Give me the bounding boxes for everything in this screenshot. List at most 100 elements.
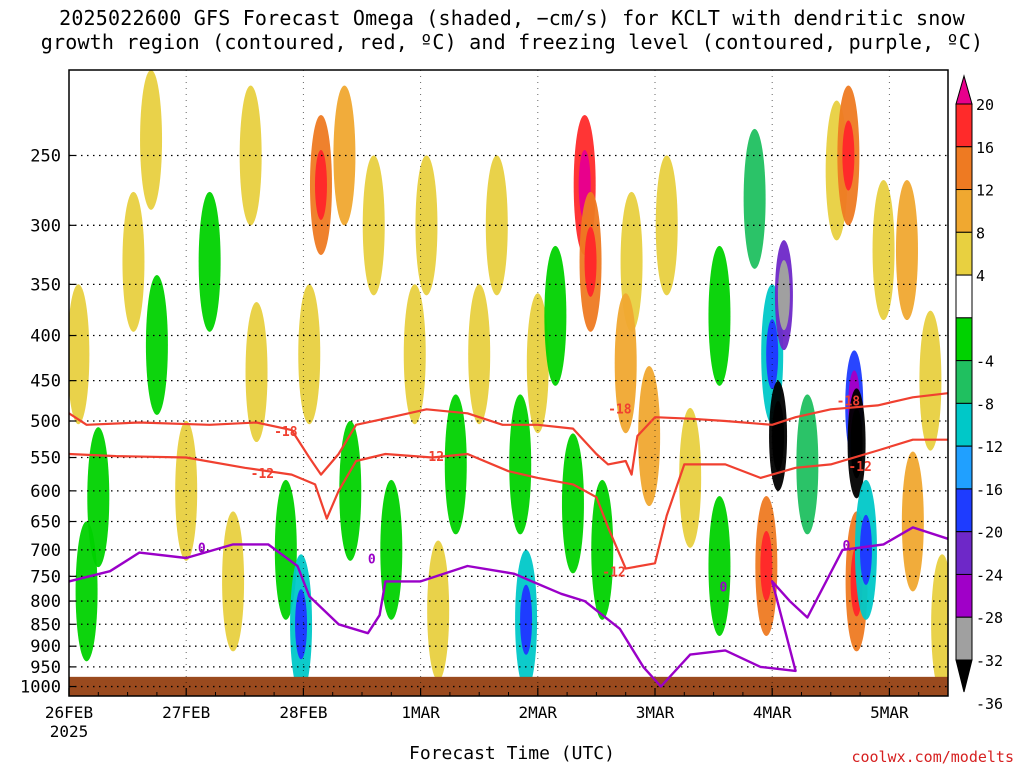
x-tick-label: 3MAR (636, 703, 675, 722)
y-tick-label: 600 (30, 482, 61, 502)
omega-cell-core (859, 514, 872, 585)
x-tick-label: 26FEB (45, 703, 93, 722)
colorbar-label: -32 (976, 652, 1003, 670)
omega-cell (655, 155, 678, 296)
omega-cell (614, 293, 637, 434)
plot-area: -18 -12 -12 -18 -12 -18 -12 0 0 0 0 (69, 70, 948, 696)
omega-cell (743, 128, 766, 269)
omega-cell (362, 155, 385, 296)
omega-cell (75, 521, 98, 662)
colorbar-label: 20 (976, 96, 994, 114)
dgz-contour (69, 438, 948, 570)
omega-cell (796, 394, 819, 535)
credit-link[interactable]: coolwx.com/modelts (851, 748, 1014, 766)
colorbar-bin (955, 189, 973, 233)
omega-cell (561, 433, 584, 574)
colorbar-bin (955, 445, 973, 490)
y-tick-label: 700 (30, 541, 61, 561)
contour-label: -12 (848, 460, 871, 475)
x-tick-label: 2MAR (519, 703, 558, 722)
omega-cell-core (584, 226, 597, 297)
omega-cell (468, 284, 491, 425)
y-tick-label: 450 (30, 372, 61, 392)
omega-cell (198, 191, 221, 332)
colorbar-bin (955, 488, 973, 533)
colorbar-label: -24 (976, 566, 1003, 584)
contour-label: -12 (251, 467, 274, 482)
x-axis-label: Forecast Time (UTC) (409, 743, 615, 764)
colorbar-label: -4 (976, 353, 994, 371)
omega-cell-core (777, 260, 790, 331)
y-tick-label: 1000 (20, 678, 61, 698)
contour-label: -12 (602, 565, 625, 580)
omega-cell (427, 540, 450, 681)
omega-cell (708, 495, 731, 636)
omega-cell (87, 427, 110, 568)
chart-title-line-2: growth region (contoured, red, ºC) and f… (40, 30, 984, 54)
omega-cell (638, 366, 661, 507)
omega-cell (239, 85, 262, 226)
contour-label: 0 (198, 542, 206, 557)
omega-cell-core (314, 149, 327, 220)
omega-cell (509, 394, 532, 535)
colorbar-label: -8 (976, 395, 994, 413)
colorbar-bin (955, 231, 973, 276)
colorbar-bin (955, 402, 973, 447)
y-tick-label: 950 (30, 658, 61, 678)
y-tick-label: 350 (30, 275, 61, 295)
omega-cell (403, 284, 426, 425)
colorbar-bin (955, 274, 973, 319)
omega-cell (122, 191, 145, 332)
omega-cell-core (760, 530, 773, 601)
omega-cell (708, 245, 731, 386)
omega-cell (333, 85, 356, 226)
omega-cell (485, 155, 508, 296)
y-tick-label: 400 (30, 327, 61, 347)
chart-title-line-1: 2025022600 GFS Forecast Omega (shaded, −… (59, 6, 965, 30)
colorbar-bin (955, 146, 973, 191)
omega-cell-core (520, 584, 533, 655)
omega-cell-core (842, 120, 855, 191)
y-tick-label: 550 (30, 449, 61, 469)
omega-cell (69, 284, 90, 425)
colorbar-label: -20 (976, 524, 1003, 542)
y-tick-label: 300 (30, 216, 61, 236)
colorbar-bin (955, 531, 973, 575)
colorbar-label: -36 (976, 695, 1003, 713)
dgz-contour (69, 392, 948, 476)
colorbar-bin (955, 616, 973, 661)
x-tick-label: 4MAR (753, 703, 792, 722)
omega-cell (145, 274, 168, 415)
colorbar-label: -28 (976, 609, 1003, 627)
colorbar-bin (955, 360, 973, 404)
contour-label: 0 (719, 580, 727, 595)
omega-cell (919, 310, 942, 451)
omega-cell-core (766, 319, 779, 390)
colorbar-label: 12 (976, 182, 994, 200)
omega-cell (298, 284, 321, 425)
colorbar-label: 16 (976, 139, 994, 157)
y-tick-label: 900 (30, 637, 61, 657)
omega-cell (544, 245, 567, 386)
contour-label: 0 (843, 539, 851, 554)
colorbar-label: -12 (976, 438, 1003, 456)
colorbar-label: 4 (976, 267, 985, 285)
ground-fill (69, 676, 948, 696)
y-tick-label: 500 (30, 412, 61, 432)
omega-cell (415, 155, 438, 296)
omega-cell-core (850, 408, 863, 479)
omega-cell (591, 479, 614, 620)
colorbar-bottom-arrow (955, 659, 973, 693)
y-tick-label: 850 (30, 615, 61, 635)
y-tick-label: 250 (30, 146, 61, 166)
y-tick-label: 800 (30, 592, 61, 612)
x-tick-label: 1MAR (401, 703, 440, 722)
contour-label: -12 (421, 450, 444, 465)
colorbar-label: -16 (976, 481, 1003, 499)
freezing-level-contour (69, 526, 948, 688)
colorbar-top-arrow (955, 74, 973, 105)
x-tick-label: 28FEB (279, 703, 327, 722)
omega-cell (895, 180, 918, 321)
colorbar-bin (955, 573, 973, 618)
omega-cell (444, 394, 467, 535)
